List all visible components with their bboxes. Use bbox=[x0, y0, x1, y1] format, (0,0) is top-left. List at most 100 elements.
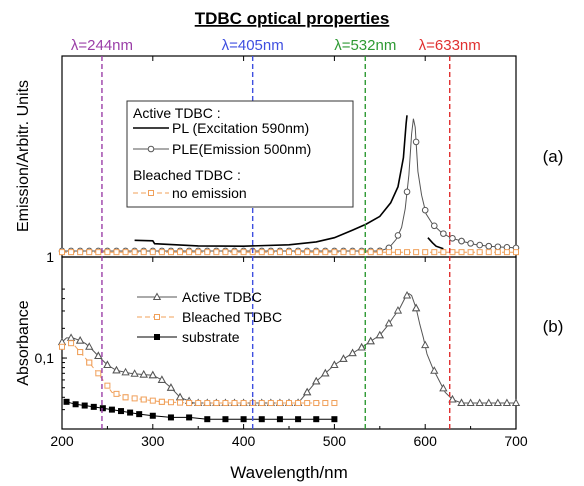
panel-a-legend: Active TDBC : Bleached TDBC : PL (Excitati… bbox=[126, 100, 354, 208]
panel-b-series-1-point-1 bbox=[68, 340, 75, 347]
legend-b-label-0: Active TDBC bbox=[182, 289, 262, 305]
panel-a-series-3-point-26 bbox=[295, 249, 302, 256]
panel-a-series-3-point-28 bbox=[313, 249, 320, 256]
legend-a-swatch-marker-1 bbox=[147, 145, 155, 153]
panel-a-series-3-point-42 bbox=[440, 249, 447, 256]
panel-a-series-3-point-20 bbox=[240, 249, 247, 256]
panel-a-ylabel: Emission/Arbitr. Units bbox=[15, 80, 32, 232]
panel-a-series-3-point-11 bbox=[158, 249, 165, 256]
panel-b-series-0-point-70 bbox=[493, 398, 502, 407]
panel-b-series-0-point-50 bbox=[357, 342, 366, 351]
panel-b-series-0-point-40 bbox=[312, 376, 321, 385]
panel-b-series-1-line bbox=[61, 341, 335, 404]
panel-a-series-3-point-30 bbox=[331, 249, 338, 256]
panel-a-series-3-point-41 bbox=[431, 249, 438, 256]
panel-b-series-1-point-24 bbox=[222, 400, 229, 407]
panel-a-series-3-point-15 bbox=[195, 249, 202, 256]
panel-b-series-1-point-20 bbox=[186, 400, 193, 407]
panel-b-series-0-point-57 bbox=[402, 291, 412, 299]
panel-b-series-0-point-72 bbox=[511, 398, 521, 407]
panel-b-series-1-point-6 bbox=[95, 370, 102, 377]
legend-b-swatch-marker-1 bbox=[154, 314, 160, 320]
panel-b-series-0-point-64 bbox=[448, 394, 457, 403]
panel-a-series-3-point-33 bbox=[358, 249, 365, 256]
panel-b-series-1-point-22 bbox=[204, 400, 211, 407]
panel-b-series-0-point-62 bbox=[439, 383, 448, 392]
legend-a-label-1: PLE(Emission 500nm) bbox=[172, 141, 311, 157]
panel-a-series-3-point-27 bbox=[304, 249, 311, 256]
panel-b-series-0-point-60 bbox=[421, 340, 430, 349]
panel-b-series-2-point-7 bbox=[127, 409, 134, 416]
panel-a-series-3-point-8 bbox=[131, 249, 138, 256]
y-tick-label-1: 1 bbox=[46, 249, 54, 265]
panel-a-series-3-point-4 bbox=[95, 249, 102, 256]
wavelength-label-0: λ=244nm bbox=[71, 37, 133, 54]
panel-b-series-0-point-44 bbox=[330, 360, 339, 369]
panel-b-series-0-point-16 bbox=[148, 370, 157, 379]
legend-b-swatch-marker-0 bbox=[152, 292, 162, 300]
panel-b-series-0-point-56 bbox=[393, 306, 403, 314]
panel-b-series-1-point-32 bbox=[295, 400, 302, 407]
x-tick-label-2: 400 bbox=[232, 433, 256, 449]
y-tick-label-0-1: 0,1 bbox=[35, 350, 55, 366]
panel-label-b: (b) bbox=[543, 317, 564, 336]
panel-b-series-1-point-28 bbox=[258, 400, 265, 407]
panel-b-series-1-point-7 bbox=[104, 382, 111, 389]
panel-b-series-1-point-34 bbox=[313, 400, 320, 407]
panel-a-series-2-point-47 bbox=[458, 237, 465, 245]
panel-a-series-2-point-49 bbox=[476, 241, 483, 249]
panel-b-series-0-point-61 bbox=[430, 366, 439, 374]
panel-b-series-2-point-10 bbox=[167, 414, 174, 421]
panel-a-series-3-point-0 bbox=[59, 249, 65, 256]
panel-b-series-1-point-36 bbox=[331, 400, 338, 407]
panel-a-series-3-point-16 bbox=[204, 249, 211, 256]
panel-b-series-1-point-21 bbox=[195, 400, 202, 407]
panel-b-series-2-point-19 bbox=[331, 416, 338, 423]
panel-a-series-3-point-5 bbox=[104, 249, 111, 256]
panel-b-series-0-point-14 bbox=[139, 370, 148, 378]
x-tick-label-0: 200 bbox=[50, 433, 74, 449]
panel-b-series-2-point-14 bbox=[240, 416, 247, 423]
panel-a-series-3-point-22 bbox=[258, 249, 265, 256]
panel-a-series-3-point-24 bbox=[276, 249, 283, 256]
panel-a-series-3-point-35 bbox=[376, 249, 383, 256]
panel-b-series-1-point-30 bbox=[276, 400, 283, 407]
panel-a-series-2-point-41 bbox=[412, 138, 420, 146]
panel-a-series-2-point-44 bbox=[440, 230, 447, 237]
panel-a-series-3-point-3 bbox=[86, 249, 93, 256]
panel-b-series-2-point-0 bbox=[63, 398, 70, 405]
panel-a-series-2-point-48 bbox=[467, 240, 474, 247]
panel-b-series-1-point-31 bbox=[286, 400, 292, 407]
panel-b-series-2-point-5 bbox=[108, 406, 115, 413]
panel-b-series-2-point-12 bbox=[204, 416, 211, 423]
panel-b-series-0-line bbox=[61, 292, 516, 404]
panel-b-series-2-point-4 bbox=[99, 405, 106, 412]
panel-a-series-2-point-43 bbox=[430, 222, 438, 230]
panel-b-ylabel: Absorbance bbox=[15, 300, 32, 385]
panel-a-series-3-point-32 bbox=[349, 249, 356, 256]
x-axis-label: Wavelength/nm bbox=[230, 463, 347, 482]
x-tick-label-3: 500 bbox=[323, 433, 347, 449]
panel-a-series-2-point-45 bbox=[449, 234, 456, 242]
panel-a-series-3-point-14 bbox=[186, 249, 193, 256]
panel-b-series-0-point-10 bbox=[112, 365, 121, 374]
panel-a-series-3-point-17 bbox=[213, 249, 220, 256]
panel-b-series-0-point-67 bbox=[466, 398, 475, 407]
panel-b-series-1-point-0 bbox=[59, 343, 65, 350]
legend-a-label-2: no emission bbox=[172, 185, 247, 201]
panel-a-series-3-point-12 bbox=[167, 249, 174, 256]
panel-b-series-2-point-8 bbox=[136, 411, 143, 418]
panel-b-series-0-point-8 bbox=[103, 360, 112, 369]
panel-b-series-2-point-17 bbox=[295, 416, 302, 423]
legend-a-header-bleached: Bleached TDBC : bbox=[133, 167, 241, 183]
panel-b-series-0-point-12 bbox=[130, 369, 139, 377]
panel-b-series-0-point-59 bbox=[411, 303, 421, 312]
legend-a-swatch-marker-2 bbox=[148, 190, 154, 196]
panel-a-series-3-point-18 bbox=[222, 249, 229, 256]
panel-a-series-3-point-40 bbox=[422, 249, 429, 256]
panel-a-series-3-point-47 bbox=[485, 249, 492, 256]
panel-b-series-1-point-26 bbox=[240, 400, 247, 407]
panel-a-series-3-point-39 bbox=[413, 249, 420, 256]
panel-b-series-1-point-5 bbox=[86, 359, 93, 366]
